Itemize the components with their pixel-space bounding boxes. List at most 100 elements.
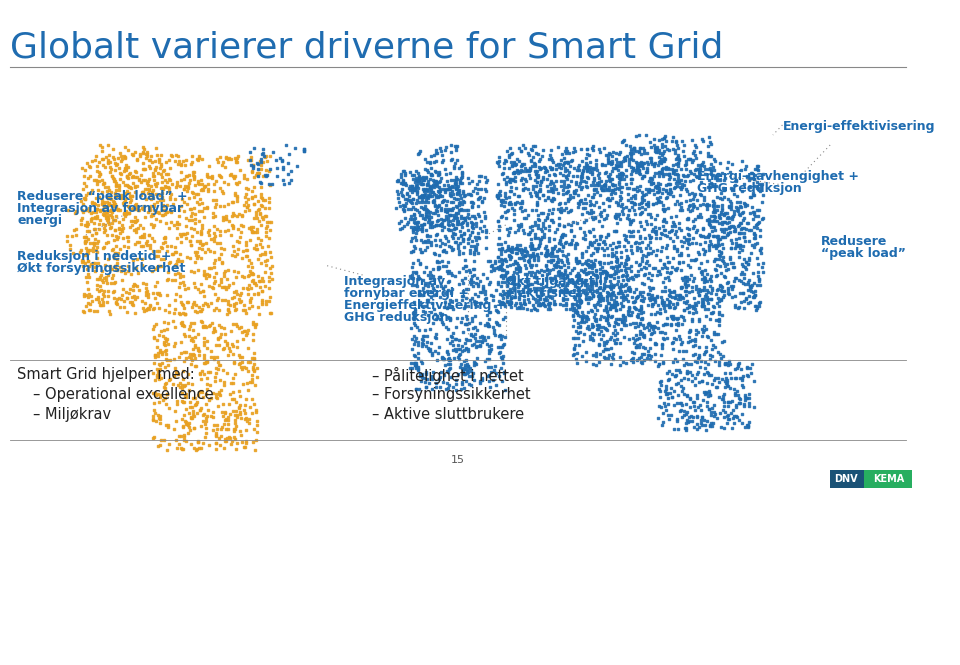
Point — [613, 279, 629, 289]
Point — [182, 175, 198, 186]
Point — [583, 237, 598, 248]
Point — [750, 237, 765, 248]
Point — [421, 184, 437, 195]
Point — [236, 442, 252, 452]
Point — [407, 358, 422, 368]
Point — [489, 317, 504, 328]
Point — [537, 195, 552, 205]
Point — [679, 223, 694, 233]
Point — [148, 214, 163, 225]
Point — [491, 239, 506, 249]
Point — [107, 198, 122, 209]
Point — [449, 202, 465, 213]
Point — [121, 207, 136, 218]
Point — [506, 276, 521, 287]
Point — [634, 207, 649, 218]
Point — [231, 177, 247, 188]
Point — [557, 287, 572, 298]
Point — [417, 278, 432, 289]
Point — [95, 299, 110, 310]
Point — [138, 237, 154, 248]
Point — [641, 259, 657, 270]
Point — [617, 292, 633, 303]
Point — [469, 340, 485, 351]
Point — [75, 254, 90, 265]
Point — [211, 305, 227, 315]
Point — [535, 190, 550, 200]
Point — [679, 409, 694, 420]
Point — [552, 213, 567, 223]
Point — [522, 187, 538, 198]
Point — [569, 289, 585, 299]
Point — [580, 241, 595, 252]
Point — [717, 216, 732, 227]
Point — [702, 404, 717, 414]
Point — [463, 217, 478, 228]
Point — [681, 416, 696, 426]
Point — [409, 189, 424, 200]
Point — [696, 192, 711, 202]
Point — [653, 192, 668, 202]
Point — [707, 329, 722, 339]
Point — [226, 341, 241, 352]
Point — [653, 147, 668, 158]
Point — [608, 213, 623, 223]
Point — [659, 184, 674, 195]
Point — [527, 267, 542, 278]
Point — [116, 302, 132, 313]
Point — [502, 274, 517, 285]
Point — [636, 171, 651, 182]
Point — [669, 176, 684, 186]
Point — [660, 239, 675, 250]
Point — [231, 293, 247, 304]
Point — [208, 444, 224, 454]
Point — [494, 254, 510, 265]
Point — [651, 135, 666, 146]
Point — [464, 235, 479, 246]
Point — [118, 163, 133, 174]
Point — [246, 364, 261, 374]
Point — [697, 346, 712, 357]
Point — [479, 318, 494, 329]
Point — [728, 373, 743, 384]
Point — [160, 360, 176, 370]
Point — [598, 182, 613, 192]
Point — [662, 233, 678, 243]
Point — [602, 201, 617, 211]
Point — [753, 182, 768, 193]
Point — [476, 283, 492, 294]
Point — [224, 436, 239, 446]
Point — [189, 307, 204, 317]
Point — [167, 337, 182, 348]
Point — [425, 317, 441, 328]
Point — [466, 281, 481, 291]
Point — [114, 226, 130, 237]
Point — [497, 236, 513, 247]
Point — [103, 205, 118, 215]
Point — [399, 188, 415, 198]
Point — [637, 203, 653, 214]
Point — [183, 159, 199, 170]
Point — [209, 154, 225, 164]
Text: Energi-effektivisering: Energi-effektivisering — [782, 120, 935, 133]
Point — [643, 353, 659, 364]
Point — [190, 436, 205, 446]
Point — [148, 164, 163, 175]
Point — [520, 280, 536, 291]
Point — [169, 223, 184, 233]
Point — [632, 184, 647, 195]
Point — [153, 195, 168, 205]
Point — [615, 291, 631, 302]
Point — [186, 174, 202, 184]
Point — [152, 303, 167, 314]
Point — [491, 193, 506, 203]
Point — [116, 150, 132, 161]
Point — [206, 351, 222, 362]
Point — [251, 205, 266, 215]
Point — [667, 229, 683, 239]
Point — [723, 258, 738, 269]
Point — [154, 149, 169, 160]
Point — [204, 410, 219, 421]
Point — [694, 296, 709, 307]
Point — [707, 198, 722, 208]
